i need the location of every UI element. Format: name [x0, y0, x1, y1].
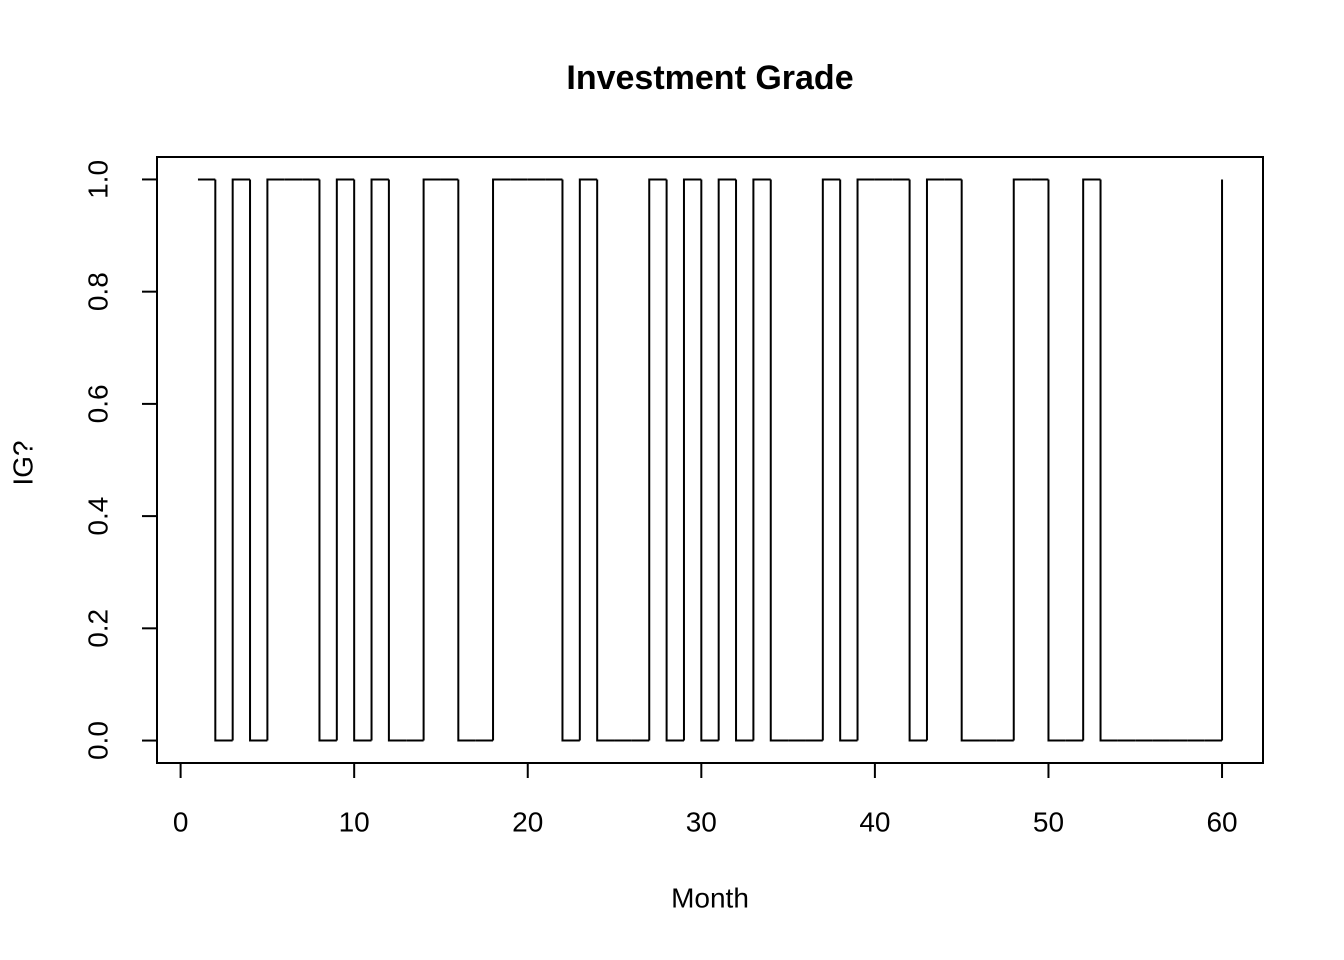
step-segment: [925, 178, 945, 741]
step-segment: [665, 179, 684, 742]
y-tick-label: 0.4: [82, 497, 113, 536]
y-axis-label: IG?: [7, 440, 38, 485]
plot-box: [156, 156, 1264, 764]
x-tick-label: 30: [686, 806, 717, 837]
step-segment: [249, 179, 268, 742]
step-segment: [335, 178, 355, 741]
step-segment: [821, 178, 841, 741]
step-segment: [648, 178, 667, 741]
step-segment: [231, 178, 251, 741]
step-segment: [839, 179, 858, 742]
step-segment: [1082, 178, 1101, 741]
step-segment: [908, 179, 927, 742]
step-segment: [561, 179, 580, 742]
step-segment: [387, 179, 407, 742]
step-segment: [1012, 178, 1032, 741]
step-segment: [856, 178, 875, 741]
step-segment: [682, 178, 702, 741]
x-axis-label: Month: [671, 882, 749, 913]
step-segment: [422, 178, 441, 741]
step-segment: [353, 179, 372, 742]
y-tick-label: 0.2: [82, 609, 113, 648]
chart-title: Investment Grade: [566, 59, 853, 97]
y-tick-label: 0.8: [82, 272, 113, 311]
x-tick-label: 0: [173, 806, 189, 837]
step-segment: [370, 178, 389, 741]
x-tick-label: 10: [339, 806, 370, 837]
step-segment: [960, 179, 980, 742]
step-segment: [752, 178, 771, 741]
step-segment: [700, 179, 719, 742]
x-tick-label: 40: [859, 806, 890, 837]
step-segment: [1047, 179, 1066, 742]
step-segment: [717, 178, 737, 741]
y-tick-label: 1.0: [82, 160, 113, 199]
step-segment: [492, 178, 511, 741]
step-segment: [318, 179, 337, 742]
y-tick-label: 0.6: [82, 384, 113, 423]
step-segment: [214, 179, 233, 742]
x-tick-label: 50: [1033, 806, 1064, 837]
y-tick-label: 0.0: [82, 721, 113, 760]
x-tick-label: 20: [512, 806, 543, 837]
x-tick-label: 60: [1206, 806, 1237, 837]
step-segment: [1099, 179, 1118, 742]
step-segment: [266, 178, 285, 741]
step-segment: [457, 179, 476, 742]
step-segment: [596, 179, 615, 742]
step-segment: [578, 178, 598, 741]
step-segment: [735, 179, 754, 742]
step-segment: [769, 179, 789, 742]
